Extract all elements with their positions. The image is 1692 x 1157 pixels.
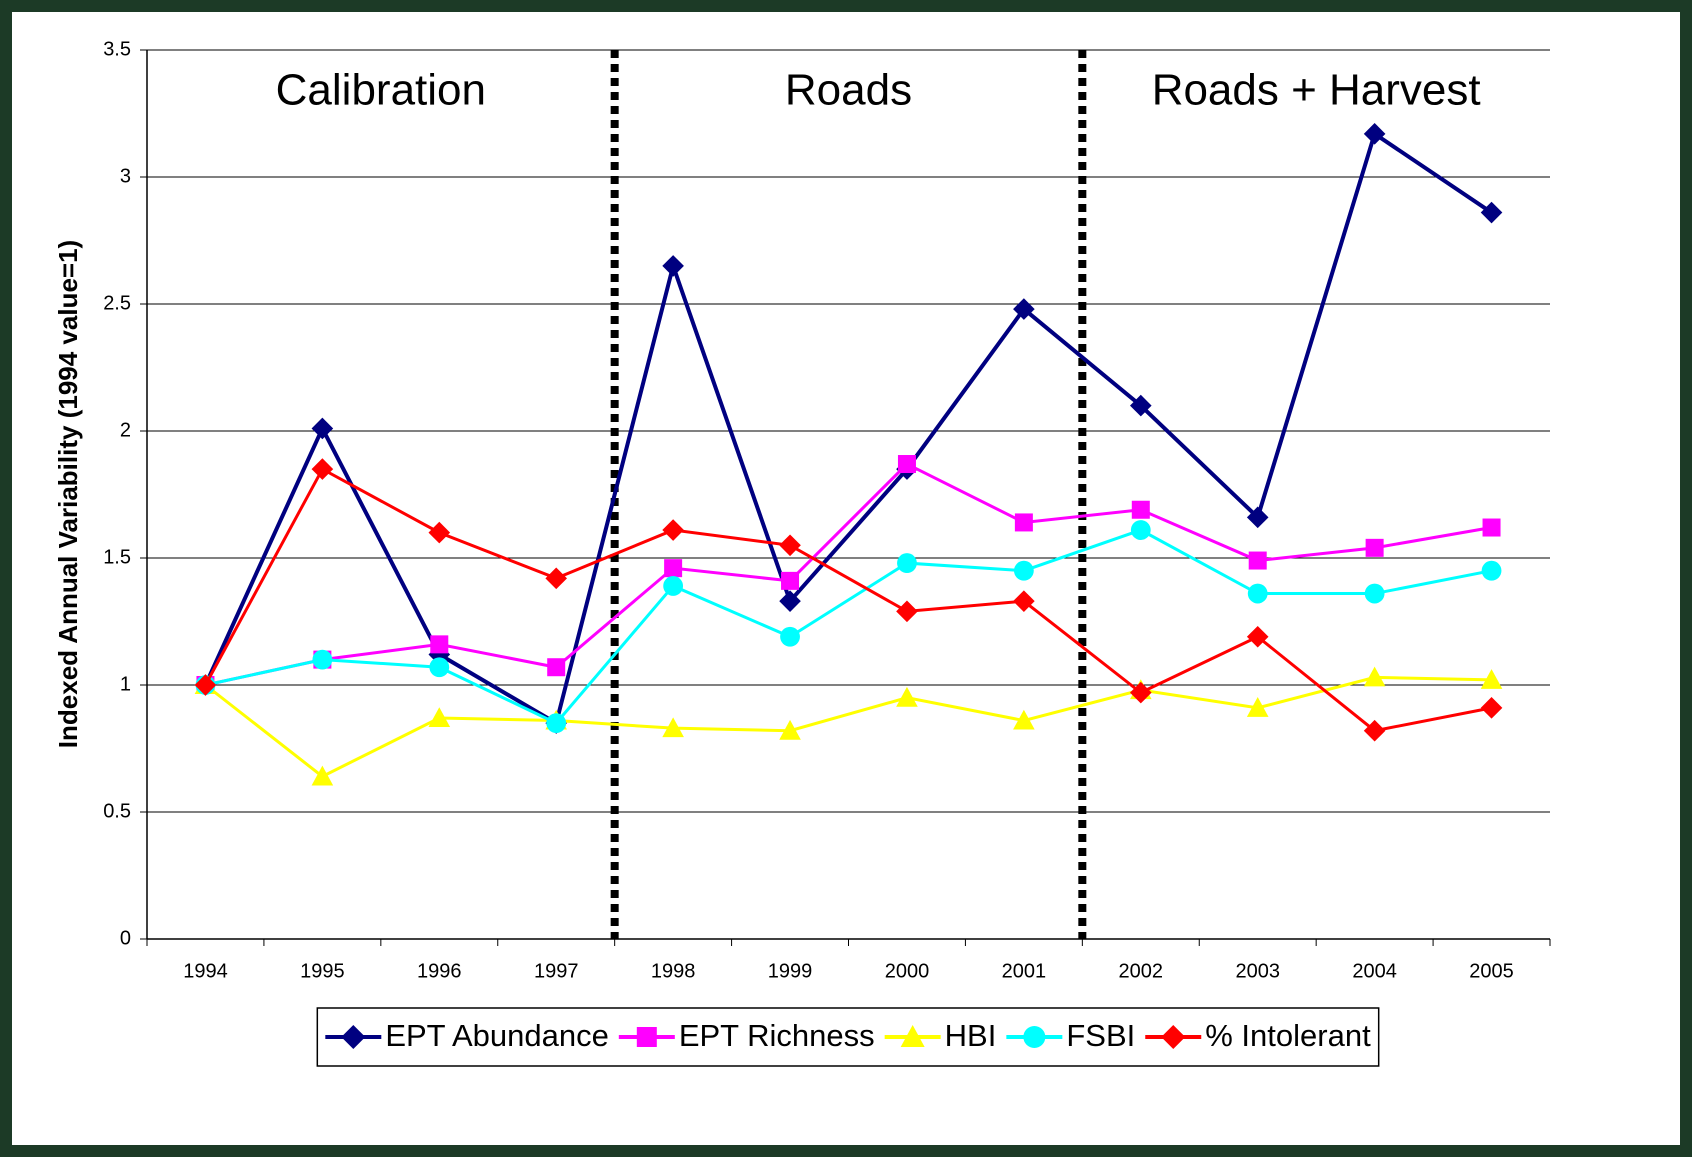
marker: [1023, 1026, 1046, 1048]
legend-label: EPT Abundance: [385, 1018, 609, 1053]
marker: [1013, 590, 1035, 612]
marker: [663, 576, 684, 596]
y-tick-label: 2: [120, 419, 131, 441]
marker: [780, 626, 800, 647]
y-tick-label: 2.5: [103, 292, 131, 314]
x-tick-label: 2002: [1119, 960, 1164, 982]
marker: [1481, 560, 1502, 581]
y-tick-label: 1.5: [103, 546, 131, 568]
marker: [428, 707, 451, 728]
period-label: Roads: [785, 66, 912, 115]
marker: [1013, 298, 1035, 320]
marker: [1480, 697, 1503, 719]
marker: [311, 765, 334, 786]
series-line: [203, 130, 1493, 727]
series-line: [205, 462, 1492, 687]
marker: [1363, 123, 1386, 145]
marker: [341, 1025, 366, 1049]
marker: [779, 590, 801, 612]
series-line: [204, 675, 1492, 779]
legend-item: % Intolerant: [1145, 1018, 1371, 1053]
marker: [664, 559, 683, 578]
y-axis-title: Indexed Annual Variability (1994 value=1…: [53, 240, 83, 748]
marker: [1130, 520, 1151, 540]
x-tick-label: 2000: [885, 960, 930, 982]
marker: [1246, 697, 1269, 717]
y-tick-label: 1: [120, 673, 131, 695]
marker: [896, 600, 918, 623]
x-tick-label: 2005: [1469, 960, 1514, 982]
legend-item: HBI: [884, 1018, 997, 1053]
x-tick-label: 2004: [1352, 960, 1397, 982]
marker: [1246, 625, 1269, 648]
marker: [1365, 538, 1384, 557]
marker: [636, 1027, 657, 1047]
x-tick-label: 1999: [768, 960, 813, 982]
marker: [1129, 394, 1152, 417]
marker: [1013, 560, 1034, 581]
legend-box: [316, 1007, 1380, 1067]
marker: [1014, 513, 1033, 532]
marker: [428, 521, 451, 544]
marker: [1480, 669, 1503, 689]
marker: [311, 458, 334, 480]
x-tick-label: 2003: [1235, 960, 1280, 982]
marker: [311, 417, 334, 440]
marker: [546, 713, 567, 733]
legend-label: FSBI: [1066, 1018, 1135, 1053]
marker: [429, 657, 450, 678]
marker: [1482, 518, 1501, 537]
marker: [1161, 1025, 1186, 1049]
marker: [1247, 583, 1268, 604]
legend-item: FSBI: [1006, 1018, 1135, 1053]
marker: [1480, 201, 1503, 224]
x-tick-label: 1995: [300, 960, 345, 982]
marker: [547, 658, 566, 677]
legend: EPT Abundance EPT Richness HBI FSBI % Intole…: [316, 1007, 1380, 1067]
x-tick-label: 1998: [651, 960, 696, 982]
x-tick-label: 1994: [183, 960, 228, 982]
legend-item: EPT Abundance: [325, 1018, 609, 1053]
marker: [1363, 719, 1386, 742]
legend-label: EPT Richness: [679, 1018, 875, 1053]
x-tick-label: 2001: [1002, 960, 1047, 982]
period-label: Roads + Harvest: [1152, 66, 1481, 115]
marker: [430, 635, 449, 654]
series-line: [204, 467, 1492, 733]
marker: [1246, 506, 1269, 529]
y-tick-label: 0: [120, 927, 131, 949]
marker: [662, 255, 684, 277]
marker: [779, 719, 801, 740]
marker: [781, 571, 800, 590]
marker: [779, 534, 801, 557]
marker: [312, 649, 333, 670]
marker: [662, 519, 684, 541]
series-line: [205, 528, 1492, 725]
period-label: Calibration: [276, 66, 486, 115]
marker: [1013, 709, 1035, 730]
marker: [1129, 681, 1152, 704]
y-tick-label: 0.5: [103, 800, 131, 822]
marker: [662, 717, 684, 738]
marker: [896, 686, 918, 707]
legend-item: EPT Richness: [618, 1018, 875, 1053]
marker: [1364, 583, 1385, 604]
marker: [194, 674, 217, 696]
marker: [1131, 500, 1150, 519]
y-tick-label: 3: [120, 165, 131, 187]
marker: [1363, 666, 1386, 687]
marker: [900, 1025, 925, 1047]
x-tick-label: 1997: [534, 960, 579, 982]
y-tick-label: 3.5: [103, 38, 131, 60]
marker: [1248, 551, 1267, 570]
x-tick-label: 1996: [417, 960, 462, 982]
legend-label: HBI: [945, 1018, 997, 1053]
marker: [897, 553, 917, 573]
marker: [545, 567, 568, 590]
legend-label: % Intolerant: [1205, 1018, 1371, 1053]
marker: [897, 455, 916, 474]
